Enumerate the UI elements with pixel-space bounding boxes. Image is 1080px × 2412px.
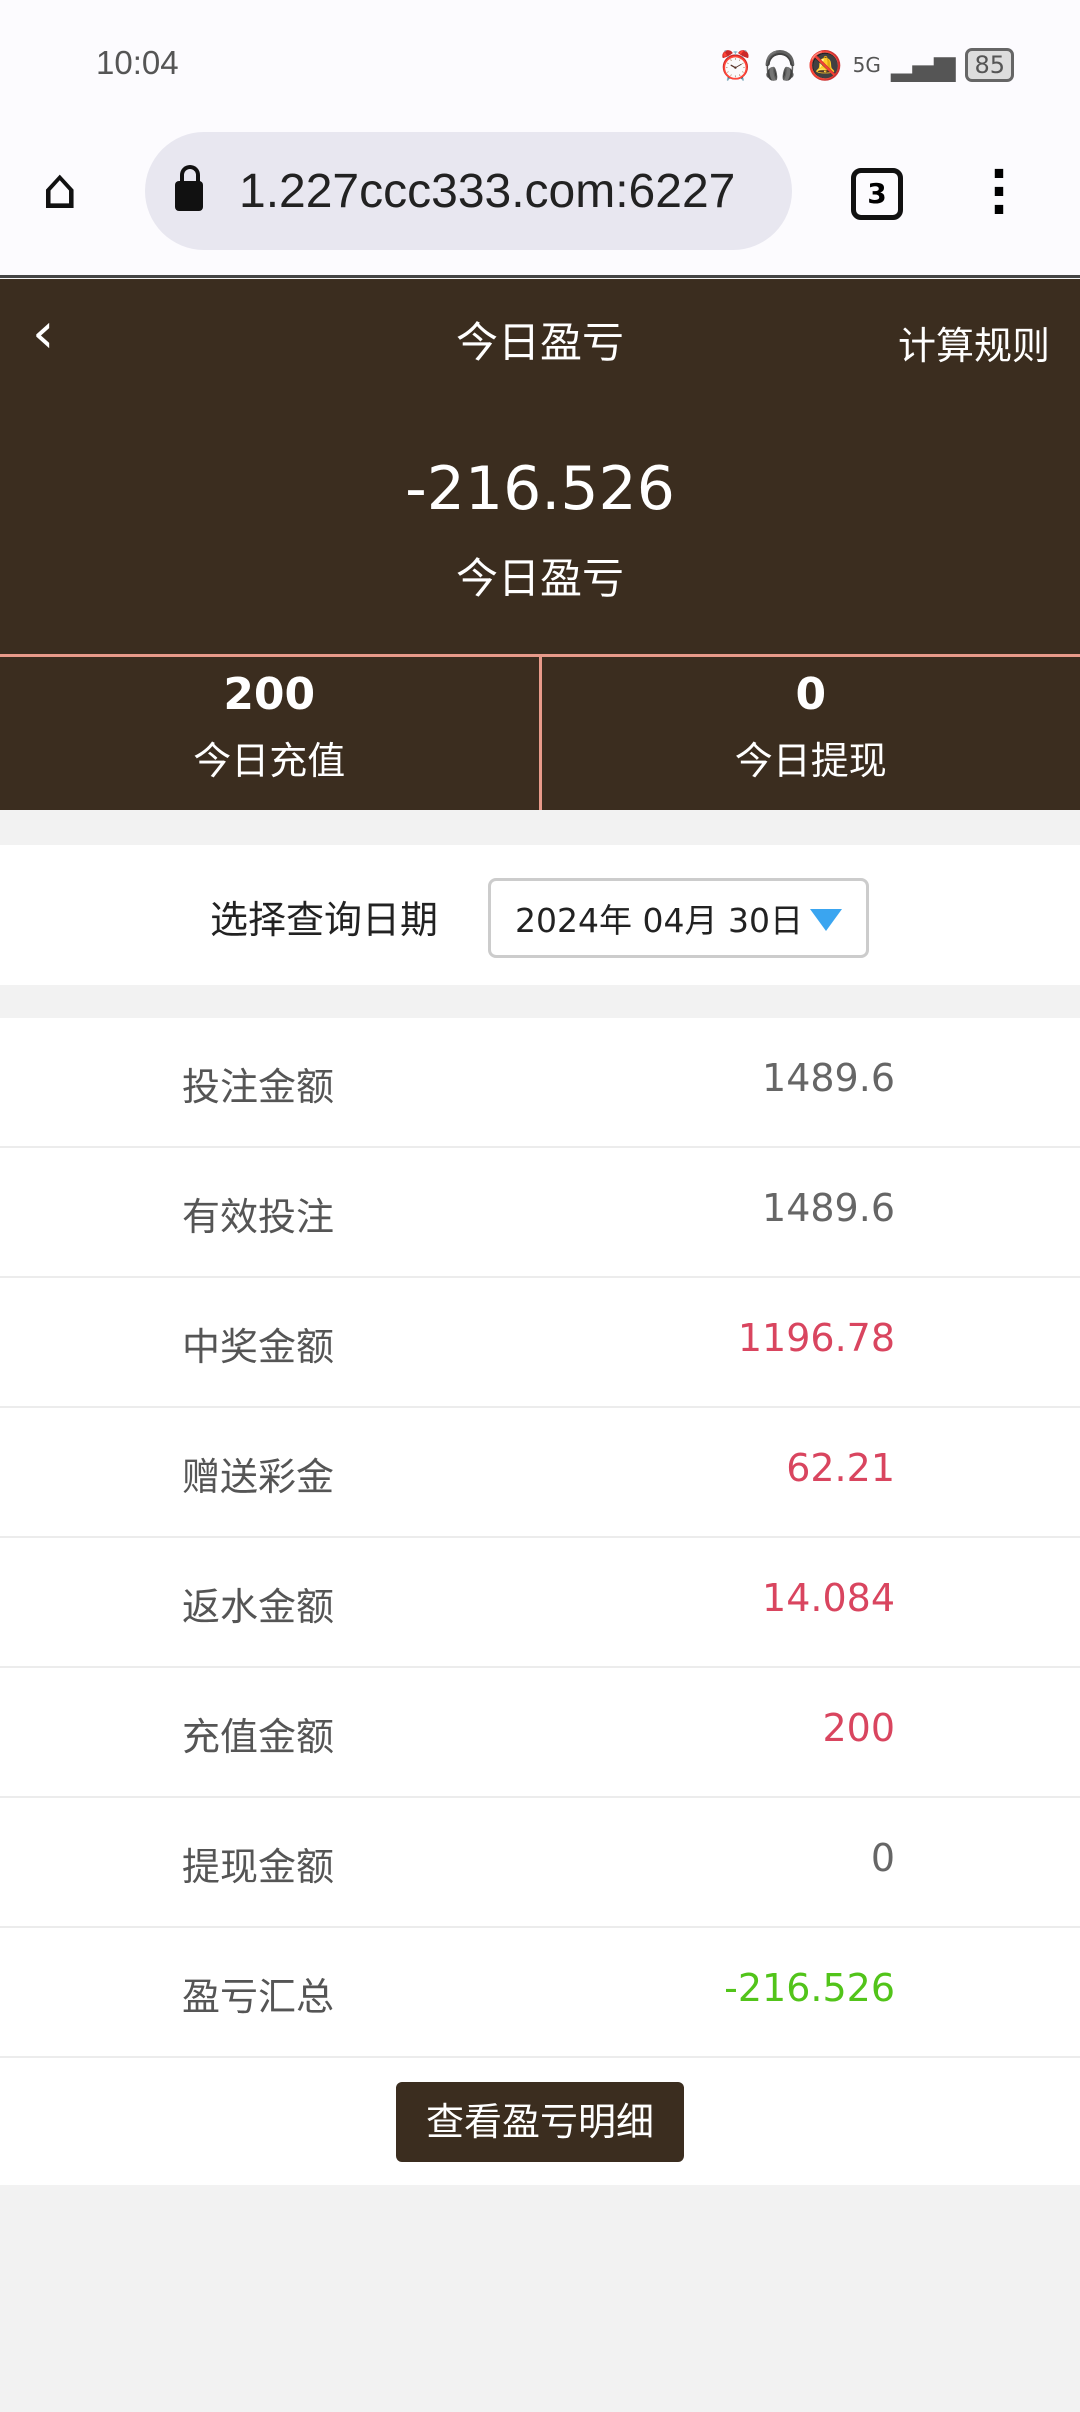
more-menu-icon[interactable]: · · · [989, 146, 1009, 238]
row-value: 1196.78 [737, 1316, 895, 1360]
row-label: 充值金额 [182, 1715, 335, 1759]
list-item: 提现金额 0 [0, 1798, 1080, 1928]
stat-value: 0 [795, 669, 827, 720]
detail-button-area: 查看盈亏明细 [0, 2058, 1080, 2185]
browser-toolbar: ⌂ 1.227ccc333.com:6227 3 · · · [0, 110, 1080, 278]
stat-deposit: 200 今日充值 [0, 657, 539, 810]
row-value: 200 [822, 1706, 895, 1750]
date-filter: 选择查询日期 2024年 04月 30日 [0, 845, 1080, 985]
battery-icon: 85 [965, 48, 1014, 82]
list-item: 投注金额 1489.6 [0, 1018, 1080, 1148]
page-title: 今日盈亏 [455, 318, 624, 367]
row-value: -216.526 [724, 1966, 895, 2010]
stat-label: 今日提现 [734, 739, 887, 783]
stats-row: 200 今日充值 0 今日提现 [0, 654, 1080, 810]
mute-icon: 🔕 [807, 48, 843, 82]
list-item: 有效投注 1489.6 [0, 1148, 1080, 1278]
status-icons: ⏰ 🎧 🔕 5G ▂▄▆ 85 [718, 48, 1014, 82]
today-profit-value: -216.526 [405, 454, 675, 524]
row-value: 1489.6 [762, 1186, 895, 1230]
calculation-rules-link[interactable]: 计算规则 [897, 324, 1050, 368]
date-select[interactable]: 2024年 04月 30日 [488, 878, 869, 958]
row-label: 提现金额 [182, 1845, 335, 1889]
date-filter-label: 选择查询日期 [210, 898, 439, 942]
dropdown-arrow-icon [810, 909, 842, 931]
date-select-value: 2024年 04月 30日 [515, 901, 803, 940]
home-icon[interactable]: ⌂ [42, 157, 78, 222]
stat-value: 200 [223, 669, 316, 720]
row-label: 盈亏汇总 [182, 1975, 335, 2019]
row-label: 投注金额 [182, 1065, 335, 1109]
list-item: 赠送彩金 62.21 [0, 1408, 1080, 1538]
stat-withdrawal: 0 今日提现 [538, 657, 1080, 810]
row-value: 62.21 [786, 1446, 895, 1490]
row-label: 返水金额 [182, 1585, 335, 1629]
back-icon[interactable]: ‹ [32, 301, 55, 366]
list-item: 盈亏汇总 -216.526 [0, 1928, 1080, 2058]
address-bar[interactable]: 1.227ccc333.com:6227 [145, 132, 792, 250]
row-label: 有效投注 [182, 1195, 335, 1239]
list-item: 返水金额 14.084 [0, 1538, 1080, 1668]
signal-icon: 5G [852, 53, 881, 77]
row-value: 1489.6 [762, 1056, 895, 1100]
row-label: 中奖金额 [182, 1325, 335, 1369]
summary-list: 投注金额 1489.6 有效投注 1489.6 中奖金额 1196.78 赠送彩金 62.21… [0, 1018, 1080, 2185]
alarm-icon: ⏰ [717, 48, 753, 82]
tab-switcher-button[interactable]: 3 [851, 168, 903, 220]
row-label: 赠送彩金 [182, 1455, 335, 1499]
list-item: 中奖金额 1196.78 [0, 1278, 1080, 1408]
view-details-button[interactable]: 查看盈亏明细 [396, 2082, 684, 2162]
row-value: 0 [870, 1836, 895, 1880]
today-profit-label: 今日盈亏 [455, 554, 624, 603]
row-value: 14.084 [762, 1576, 895, 1620]
signal-bars-icon: ▂▄▆ [890, 48, 956, 82]
profit-header: ‹ 今日盈亏 计算规则 -216.526 今日盈亏 200 今日充值 0 今日提… [0, 279, 1080, 810]
status-bar: 10:04 ⏰ 🎧 🔕 5G ▂▄▆ 85 [0, 0, 1080, 110]
list-item: 充值金额 200 [0, 1668, 1080, 1798]
url-text[interactable]: 1.227ccc333.com:6227 [239, 164, 736, 218]
status-time: 10:04 [96, 44, 179, 81]
headphones-icon: 🎧 [762, 48, 798, 82]
lock-icon [175, 165, 203, 211]
stat-label: 今日充值 [193, 739, 346, 783]
